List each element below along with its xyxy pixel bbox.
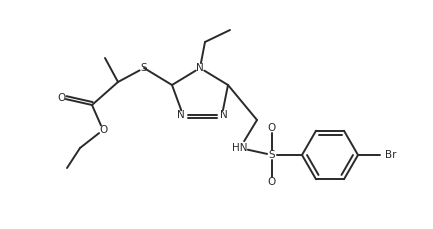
Text: HN: HN [232, 143, 248, 153]
Text: N: N [196, 63, 204, 73]
Text: Br: Br [385, 150, 397, 160]
Text: O: O [99, 125, 107, 135]
Text: O: O [57, 93, 65, 103]
Text: O: O [268, 177, 276, 187]
Text: S: S [141, 63, 147, 73]
Text: O: O [268, 123, 276, 133]
Text: N: N [177, 110, 185, 120]
Text: S: S [269, 150, 275, 160]
Text: N: N [220, 110, 228, 120]
